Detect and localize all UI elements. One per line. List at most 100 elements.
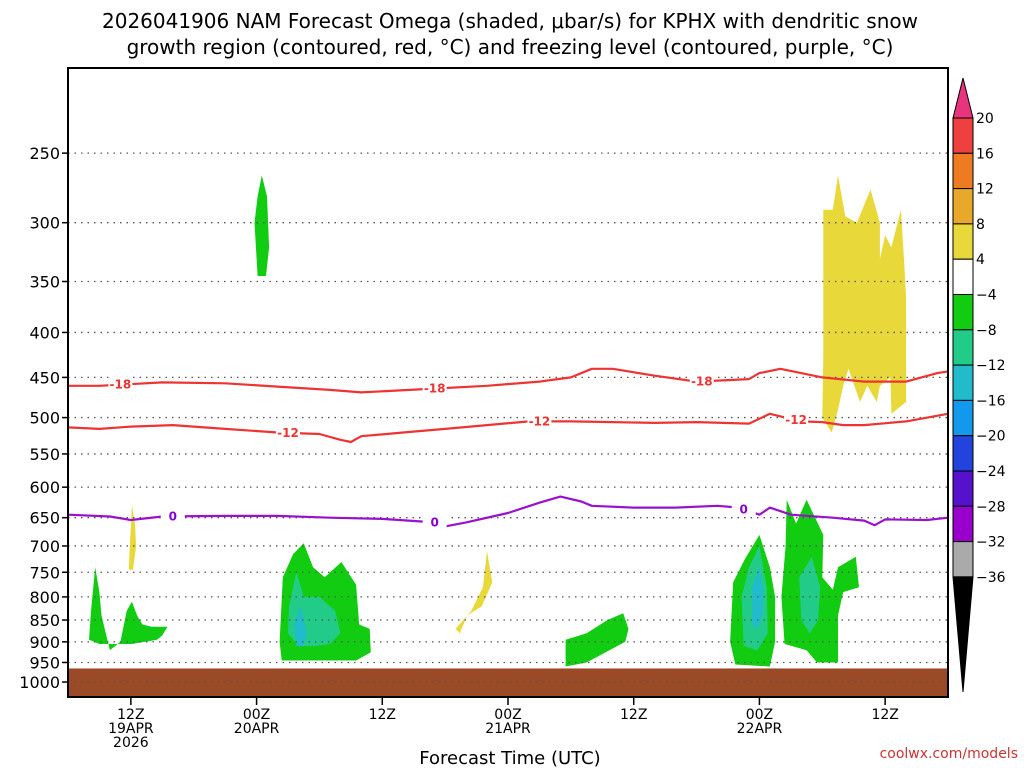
contour-freezing-level: [67, 495, 949, 528]
colorbar-label-9: −20: [976, 429, 1006, 445]
colorbar-segment: [952, 294, 974, 331]
colorbar-segment: [952, 364, 974, 401]
y-tick-label-350: 350: [29, 273, 60, 292]
x-axis-title: Forecast Time (UTC): [419, 748, 600, 768]
colorbar-label-5: −4: [976, 288, 997, 304]
y-tick-label-500: 500: [29, 409, 60, 428]
omega-region-green-880mb-day3: [565, 613, 629, 667]
y-tick-label-550: 550: [29, 445, 60, 464]
colorbar-segment: [952, 470, 974, 507]
x-tick-label: 00Z: [243, 707, 270, 723]
omega-region-green-300mb-day1: [254, 175, 270, 276]
colorbar-segment: [952, 223, 974, 260]
x-tick-label: 00Z: [494, 707, 521, 723]
contour-minus12-isotherm: [67, 412, 949, 444]
colorbar-label-0: 20: [976, 111, 994, 127]
x-tick-label: 22APR: [737, 721, 783, 737]
x-tick-label: 20APR: [234, 721, 280, 737]
colorbar-segment: [952, 435, 974, 472]
contour-label-bg: [160, 508, 185, 523]
ground-surface: [68, 668, 948, 697]
y-tick-label-850: 850: [29, 611, 60, 630]
omega-region-green-750mb-day4b: [781, 499, 859, 663]
omega-region-teal-780mb-day4b: [799, 556, 821, 634]
contour-label-bg: [689, 373, 714, 388]
contour-label-bg: [731, 501, 756, 516]
colorbar-label-4: 4: [976, 252, 985, 268]
omega-region-cyan-850mb-day2: [294, 606, 307, 647]
x-tick-label: 21APR: [485, 721, 531, 737]
x-tick-label: 12Z: [369, 707, 396, 723]
colorbar-label-6: −8: [976, 323, 997, 339]
colorbar-segment: [952, 505, 974, 543]
omega-region-yellow-820mb-day2: [455, 551, 493, 634]
contour-label-bg: [422, 514, 447, 529]
colorbar-label-2: 12: [976, 182, 994, 198]
contour-label-bg: [527, 413, 552, 428]
y-tick-label-400: 400: [29, 323, 60, 342]
omega-shading: [89, 175, 907, 667]
y-tick-label-700: 700: [29, 537, 60, 556]
colorbar-legend: 20 16 12 8 4 −4 −8 −12 −16 −20 −24 −28 −32 −36: [952, 77, 1006, 693]
colorbar-label-10: −24: [976, 464, 1006, 480]
contour-label-bg: [422, 380, 447, 395]
contour-label-freezing-level: 0: [740, 502, 748, 516]
colorbar-segment: [952, 188, 974, 225]
colorbar-segment: [952, 399, 974, 437]
contour-label-minus18-isotherm: -18: [424, 382, 446, 396]
contour-label-minus12-isotherm: -12: [785, 413, 807, 427]
y-tick-label-1000: 1000: [19, 673, 60, 692]
colorbar-bottom-arrow: [952, 576, 974, 693]
chart-title-line2: growth region (contoured, red, °C) and f…: [127, 35, 894, 59]
contour-label-bg: [784, 412, 809, 427]
colorbar-label-8: −16: [976, 393, 1006, 409]
omega-region-yellow-700mb-day1: [128, 505, 137, 570]
colorbar-label-1: 16: [976, 146, 994, 162]
colorbar-top-arrow: [952, 77, 974, 119]
contour-label-bg: [108, 376, 133, 391]
contour-label-bg: [276, 424, 300, 439]
omega-region-yellow-400mb-day4b: [822, 175, 907, 433]
x-tick-label: 00Z: [746, 707, 773, 723]
colorbar-segment: [952, 117, 974, 154]
y-tick-label-650: 650: [29, 509, 60, 528]
contour-label-freezing-level: 0: [430, 515, 438, 529]
contour-label-freezing-level: 0: [169, 509, 177, 523]
contour-label-minus18-isotherm: -18: [691, 374, 713, 388]
colorbar-segment: [952, 152, 974, 190]
contour-lines: -18 -18 -18 -12 -12 -12 0 0 0: [67, 367, 949, 529]
x-tick-label: 19APR: [108, 721, 154, 737]
contour-label-minus12-isotherm: -12: [277, 426, 299, 440]
colorbar-label-12: −32: [976, 535, 1006, 551]
colorbar-segment: [952, 329, 974, 366]
x-tick-label: 2026: [113, 735, 149, 751]
chart-title-line1: 2026041906 NAM Forecast Omega (shaded, μ…: [102, 9, 918, 33]
y-tick-label-600: 600: [29, 478, 60, 497]
colorbar-label-7: −12: [976, 358, 1006, 374]
y-tick-label-900: 900: [29, 633, 60, 652]
x-tick-label: 12Z: [620, 707, 647, 723]
contour-label-minus18-isotherm: -18: [110, 378, 132, 392]
colorbar-segment: [952, 541, 974, 578]
colorbar-label-3: 8: [976, 217, 985, 233]
x-tick-label: 12Z: [871, 707, 898, 723]
omega-region-cyan-800mb-day4a: [752, 567, 764, 629]
y-tick-label-300: 300: [29, 214, 60, 233]
contour-minus18-isotherm: [68, 367, 949, 394]
contour-label-minus12-isotherm: -12: [529, 414, 551, 428]
colorbar-label-11: −28: [976, 499, 1006, 515]
plot-area: -18 -18 -18 -12 -12 -12 0 0 0: [67, 67, 949, 698]
y-tick-label-250: 250: [29, 144, 60, 163]
y-tick-label-450: 450: [29, 368, 60, 387]
y-tick-label-800: 800: [29, 588, 60, 607]
colorbar-segment: [952, 258, 974, 296]
omega-region-green-850mb-day1: [89, 567, 168, 651]
credit-text: coolwx.com/models: [880, 746, 1018, 762]
y-tick-label-950: 950: [29, 653, 60, 672]
colorbar-label-13: −36: [976, 570, 1006, 586]
y-tick-label-750: 750: [29, 563, 60, 582]
x-tick-label: 12Z: [117, 707, 144, 723]
y-axis: 250 300 350 400 450 500 550 600 650 700 750 800 850 9…: [19, 144, 68, 692]
